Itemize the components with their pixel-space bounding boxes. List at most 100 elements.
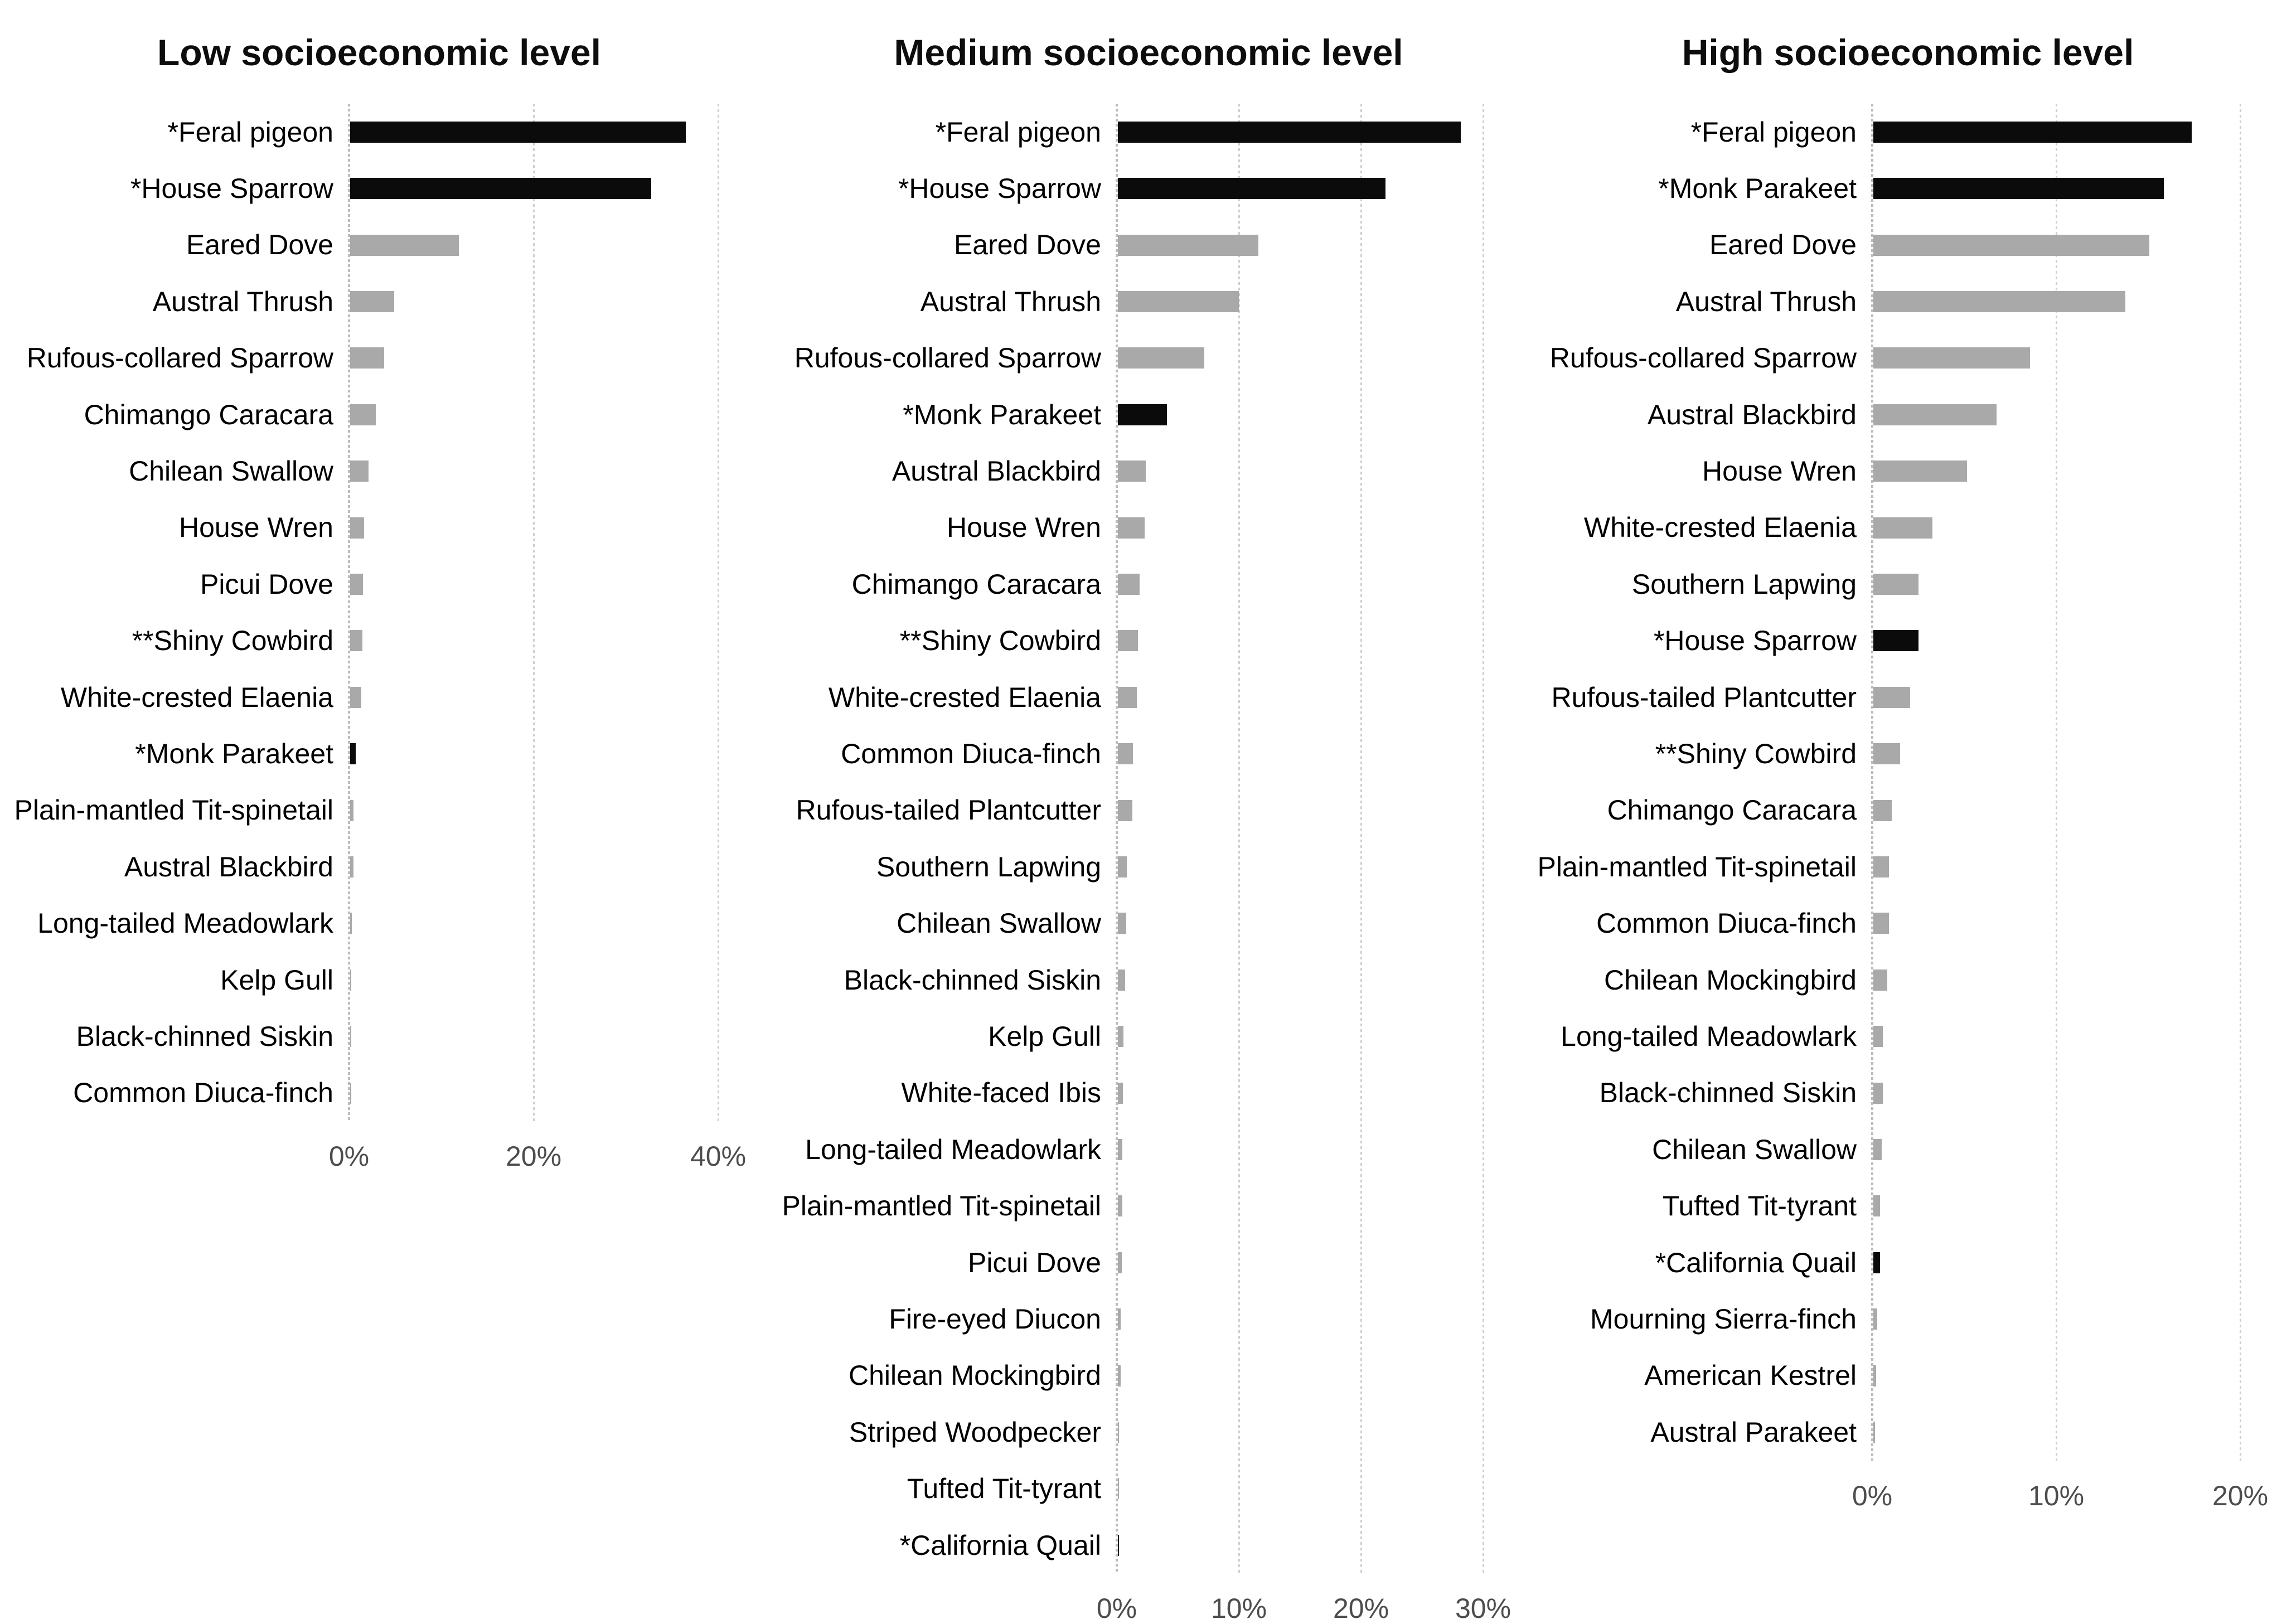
bar-native [1118,1195,1122,1217]
bar-native [350,856,353,878]
species-label: Chilean Mockingbird [1603,964,1857,996]
species-label: Chilean Mockingbird [848,1360,1101,1392]
species-label: Plain-mantled Tit-spinetail [14,794,334,826]
bar-native [1873,573,1919,595]
bar-introduced [350,121,686,143]
bar-native [1118,234,1258,256]
gridline [2240,104,2241,1461]
species-label: *House Sparrow [130,173,333,205]
species-label: Long-tailed Meadowlark [37,908,333,939]
bar-introduced [1118,404,1167,425]
species-label: Tufted Tit-tyrant [907,1473,1101,1505]
species-label: Eared Dove [1709,229,1857,261]
bar-native [1873,404,1997,425]
species-label: Eared Dove [953,229,1101,261]
bar-native [1873,743,1900,765]
chart-title-high: High socioeconomic level [1682,32,2134,73]
species-label: Kelp Gull [988,1021,1101,1053]
species-label: Tufted Tit-tyrant [1662,1190,1857,1222]
bar-native [1118,1082,1123,1104]
species-label: *Monk Parakeet [135,738,333,770]
bar-introduced [1118,121,1461,143]
bar-native [1873,460,1968,482]
bar-native [1118,743,1133,765]
bar-introduced [1873,178,2164,200]
species-label: *Feral pigeon [167,116,333,148]
species-label: *Monk Parakeet [1658,173,1857,205]
bar-native [350,1026,351,1048]
species-label: Rufous-collared Sparrow [1549,342,1857,374]
species-label: Long-tailed Meadowlark [1561,1021,1857,1053]
bar-native [1873,1026,1883,1048]
chart-title-medium: Medium socioeconomic level [894,32,1403,73]
bar-native [350,969,352,991]
bar-native [1873,799,1892,821]
species-label: Black-chinned Siskin [844,964,1101,996]
bar-native [1873,969,1887,991]
species-label: *Monk Parakeet [903,399,1101,430]
species-label: Rufous-tailed Plantcutter [796,794,1101,826]
species-label: Plain-mantled Tit-spinetail [1537,851,1857,883]
bar-native [1873,1195,1880,1217]
bar-native [1118,460,1146,482]
axis-line [1116,104,1118,1574]
bar-native [1118,1252,1122,1273]
species-label: Austral Thrush [920,285,1101,317]
bar-introduced [350,743,356,765]
bar-native [350,799,353,821]
species-label: *California Quail [899,1529,1101,1561]
species-label: **Shiny Cowbird [132,625,333,657]
species-label: Austral Thrush [152,285,333,317]
species-label: Common Diuca-finch [73,1077,333,1109]
gridline [1360,104,1362,1574]
species-label: House Wren [179,512,333,544]
species-label: Common Diuca-finch [841,738,1101,770]
species-label: Rufous-tailed Plantcutter [1551,681,1857,713]
species-label: Eared Dove [186,229,333,261]
bar-native [1118,290,1239,312]
species-label: Austral Blackbird [1647,399,1857,430]
bar-native [1118,1421,1120,1443]
species-label: Austral Parakeet [1650,1416,1857,1448]
bar-native [1118,1365,1121,1387]
species-label: Rufous-collared Sparrow [794,342,1101,374]
bar-native [1873,1082,1883,1104]
species-label: **Shiny Cowbird [1655,738,1857,770]
bar-native [350,290,395,312]
species-label: House Wren [1702,455,1857,487]
bar-native [1118,686,1137,708]
x-tick-label: 20% [505,1141,562,1172]
bar-native [350,460,369,482]
bar-native [1118,1308,1121,1330]
axis-line [1871,104,1873,1461]
species-label: Chilean Swallow [897,908,1101,939]
species-label: Austral Thrush [1675,285,1857,317]
gridline [1238,104,1240,1574]
bar-native [350,630,362,652]
bar-native [350,517,364,539]
x-tick-label: 10% [1210,1593,1267,1624]
bar-native [1873,290,2126,312]
bar-introduced [350,178,651,200]
species-label: *House Sparrow [898,173,1101,205]
species-label: *Feral pigeon [935,116,1101,148]
species-label: Black-chinned Siskin [76,1021,333,1053]
species-label: **Shiny Cowbird [899,625,1101,657]
bar-introduced [1873,121,2192,143]
species-label: White-crested Elaenia [828,681,1101,713]
bar-native [1118,573,1140,595]
bar-native [350,1082,351,1104]
x-tick-label: 0% [1096,1593,1137,1624]
species-label: Southern Lapwing [1631,568,1857,600]
species-label: Southern Lapwing [876,851,1101,883]
species-label: Chimango Caracara [851,568,1101,600]
species-label: Black-chinned Siskin [1599,1077,1857,1109]
bar-native [1873,347,2030,369]
species-label: Picui Dove [968,1247,1101,1278]
gridline [2056,104,2057,1461]
species-label: Plain-mantled Tit-spinetail [782,1190,1102,1222]
bar-native [1118,517,1145,539]
chart-title-low: Low socioeconomic level [157,32,601,73]
species-label: Chimango Caracara [1607,794,1857,826]
